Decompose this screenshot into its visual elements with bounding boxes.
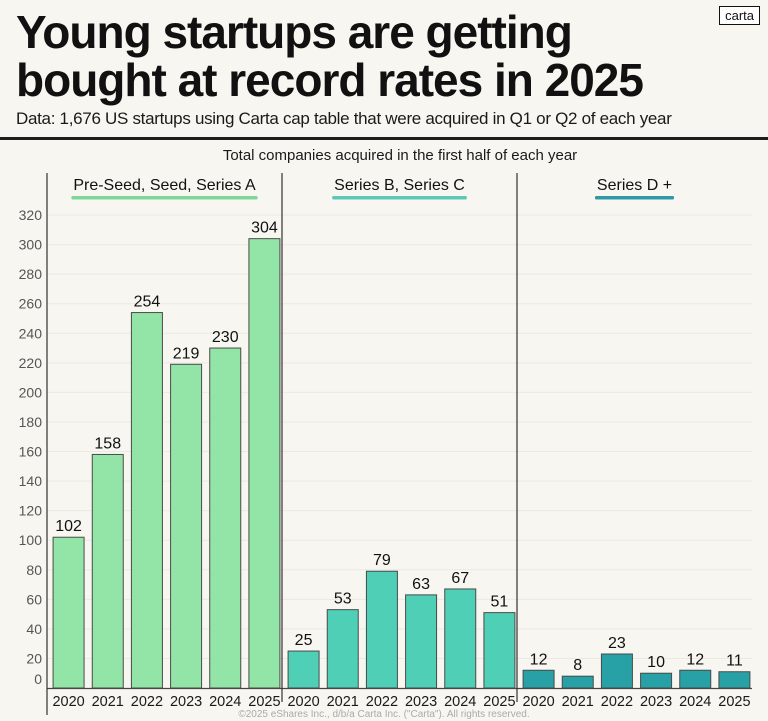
x-tick-label: 2023 — [170, 694, 202, 710]
gridlines — [47, 214, 752, 659]
y-tick-label: 120 — [19, 503, 43, 519]
x-tick-label: 2025 — [248, 694, 280, 710]
bar — [52, 536, 85, 689]
legend-underline — [71, 196, 258, 200]
data-label: 254 — [134, 294, 161, 311]
chart-subtitle: Data: 1,676 US startups using Carta cap … — [16, 109, 672, 128]
x-tick-label: 2024 — [679, 694, 711, 710]
bar — [444, 588, 477, 689]
y-tick-label: 20 — [26, 650, 42, 666]
bar — [522, 669, 555, 689]
legend-underline — [594, 196, 675, 200]
bar — [326, 609, 359, 689]
data-label: 79 — [373, 552, 391, 569]
data-label: 10 — [647, 654, 665, 671]
x-tick-label: 2020 — [287, 694, 319, 710]
chart-title: Young startups are getting bought at rec… — [16, 6, 644, 106]
y-tick-label: 240 — [19, 325, 43, 341]
legend-label: Series B, Series C — [334, 177, 465, 194]
x-tick-label: 2020 — [52, 694, 84, 710]
data-label: 8 — [573, 657, 582, 674]
y-tick-label: 180 — [19, 414, 43, 430]
x-tick-label: 2023 — [405, 694, 437, 710]
bar — [170, 363, 203, 689]
x-tick-label: 2022 — [131, 694, 163, 710]
y-tick-label: 280 — [19, 266, 43, 282]
legend-label: Pre-Seed, Seed, Series A — [73, 177, 256, 194]
carta-logo: carta — [719, 6, 760, 25]
x-tick-label: 2025 — [718, 694, 750, 710]
data-label: 230 — [212, 329, 239, 346]
data-label: 102 — [55, 518, 82, 535]
bar — [483, 612, 516, 689]
y-tick-label: 200 — [19, 384, 43, 400]
x-tick-label: 2020 — [522, 694, 554, 710]
data-label: 12 — [686, 651, 704, 668]
chart-inner-title: Total companies acquired in the first ha… — [223, 147, 577, 164]
data-label: 23 — [608, 635, 626, 652]
x-tick-label: 2022 — [366, 694, 398, 710]
data-label: 25 — [295, 632, 313, 649]
y-tick-label: 60 — [26, 591, 42, 607]
x-tick-label: 2022 — [601, 694, 633, 710]
y-tick-label: 0 — [34, 671, 42, 687]
bar — [365, 570, 398, 689]
panel-series-b-series-c: Series B, Series C 25 2020 53 2021 79 2022 63 20… — [287, 177, 515, 710]
bar — [209, 347, 242, 689]
bar — [405, 594, 438, 689]
y-tick-label: 220 — [19, 355, 43, 371]
bar — [91, 453, 124, 689]
y-tick-label: 100 — [19, 532, 43, 548]
data-label: 63 — [412, 576, 430, 593]
y-axis: 0 20 40 60 80 100 120 140 160 180 200 220 240 260 280 3… — [19, 207, 43, 687]
x-tick-label: 2021 — [92, 694, 124, 710]
copyright: ©2025 eShares Inc., d/b/a Carta Inc. ("C… — [238, 709, 529, 720]
data-label: 219 — [173, 345, 200, 362]
x-tick-label: 2024 — [209, 694, 241, 710]
y-tick-label: 300 — [19, 237, 43, 253]
header-divider — [0, 137, 768, 140]
bar — [248, 238, 281, 689]
bar — [640, 672, 673, 689]
x-tick-label: 2021 — [562, 694, 594, 710]
bar — [287, 650, 320, 689]
title-line-1: Young startups are getting — [16, 6, 573, 58]
legend-underline — [332, 196, 467, 200]
bar — [718, 671, 751, 689]
bar — [679, 669, 712, 689]
y-tick-label: 320 — [19, 207, 43, 223]
x-tick-label: 2021 — [327, 694, 359, 710]
legend-label: Series D + — [597, 177, 672, 194]
x-tick-label: 2023 — [640, 694, 672, 710]
x-tick-label: 2025 — [483, 694, 515, 710]
y-tick-label: 260 — [19, 296, 43, 312]
y-tick-label: 80 — [26, 562, 42, 578]
data-label: 158 — [94, 435, 121, 452]
data-label: 67 — [451, 570, 469, 587]
x-tick-label: 2024 — [444, 694, 476, 710]
panel-series-d: Series D + 12 2020 8 2021 23 2022 10 2023 12 2024 1… — [522, 177, 750, 710]
title-line-2: bought at record rates in 2025 — [16, 54, 644, 106]
y-tick-label: 40 — [26, 621, 42, 637]
bar — [600, 653, 633, 689]
data-label: 51 — [491, 594, 509, 611]
data-label: 53 — [334, 591, 352, 608]
y-tick-label: 160 — [19, 444, 43, 460]
data-label: 304 — [251, 220, 278, 237]
bar — [561, 675, 594, 689]
bar-chart: Total companies acquired in the first ha… — [19, 147, 752, 720]
bar — [130, 312, 163, 689]
data-label: 12 — [530, 651, 548, 668]
data-label: 11 — [726, 653, 743, 670]
panels: Pre-Seed, Seed, Series A 102 2020 158 2021 25… — [46, 173, 752, 715]
panel-pre-seed-seed-series-a: Pre-Seed, Seed, Series A 102 2020 158 2021 25… — [52, 177, 280, 710]
y-tick-label: 140 — [19, 473, 43, 489]
